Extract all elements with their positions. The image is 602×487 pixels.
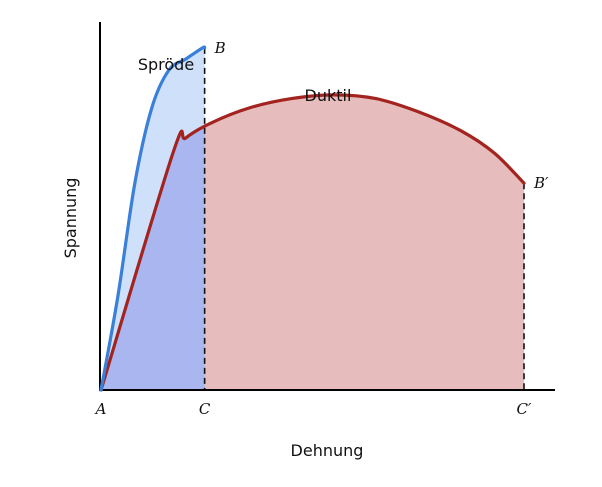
labels: Dehnung Spannung Spröde Duktil A C C′ B B′: [61, 39, 549, 460]
series-label-duktil: Duktil: [305, 86, 352, 105]
series-label-sprode: Spröde: [138, 55, 194, 74]
axes: [99, 22, 555, 391]
point-label-b-prime: B′: [533, 174, 549, 192]
point-label-a: A: [94, 400, 107, 418]
sprode-curve: [99, 45, 207, 392]
dashed-drop-lines: [203, 47, 525, 390]
duktil-curve: [99, 93, 526, 392]
series-curves: [99, 45, 526, 392]
point-label-b: B: [214, 39, 226, 57]
point-label-c-prime: C′: [517, 400, 532, 418]
y-axis-title: Spannung: [61, 178, 80, 259]
point-label-c: C: [199, 400, 211, 418]
duktil-area: [101, 94, 524, 390]
x-axis-title: Dehnung: [291, 441, 364, 460]
overlap-area: [101, 126, 205, 391]
